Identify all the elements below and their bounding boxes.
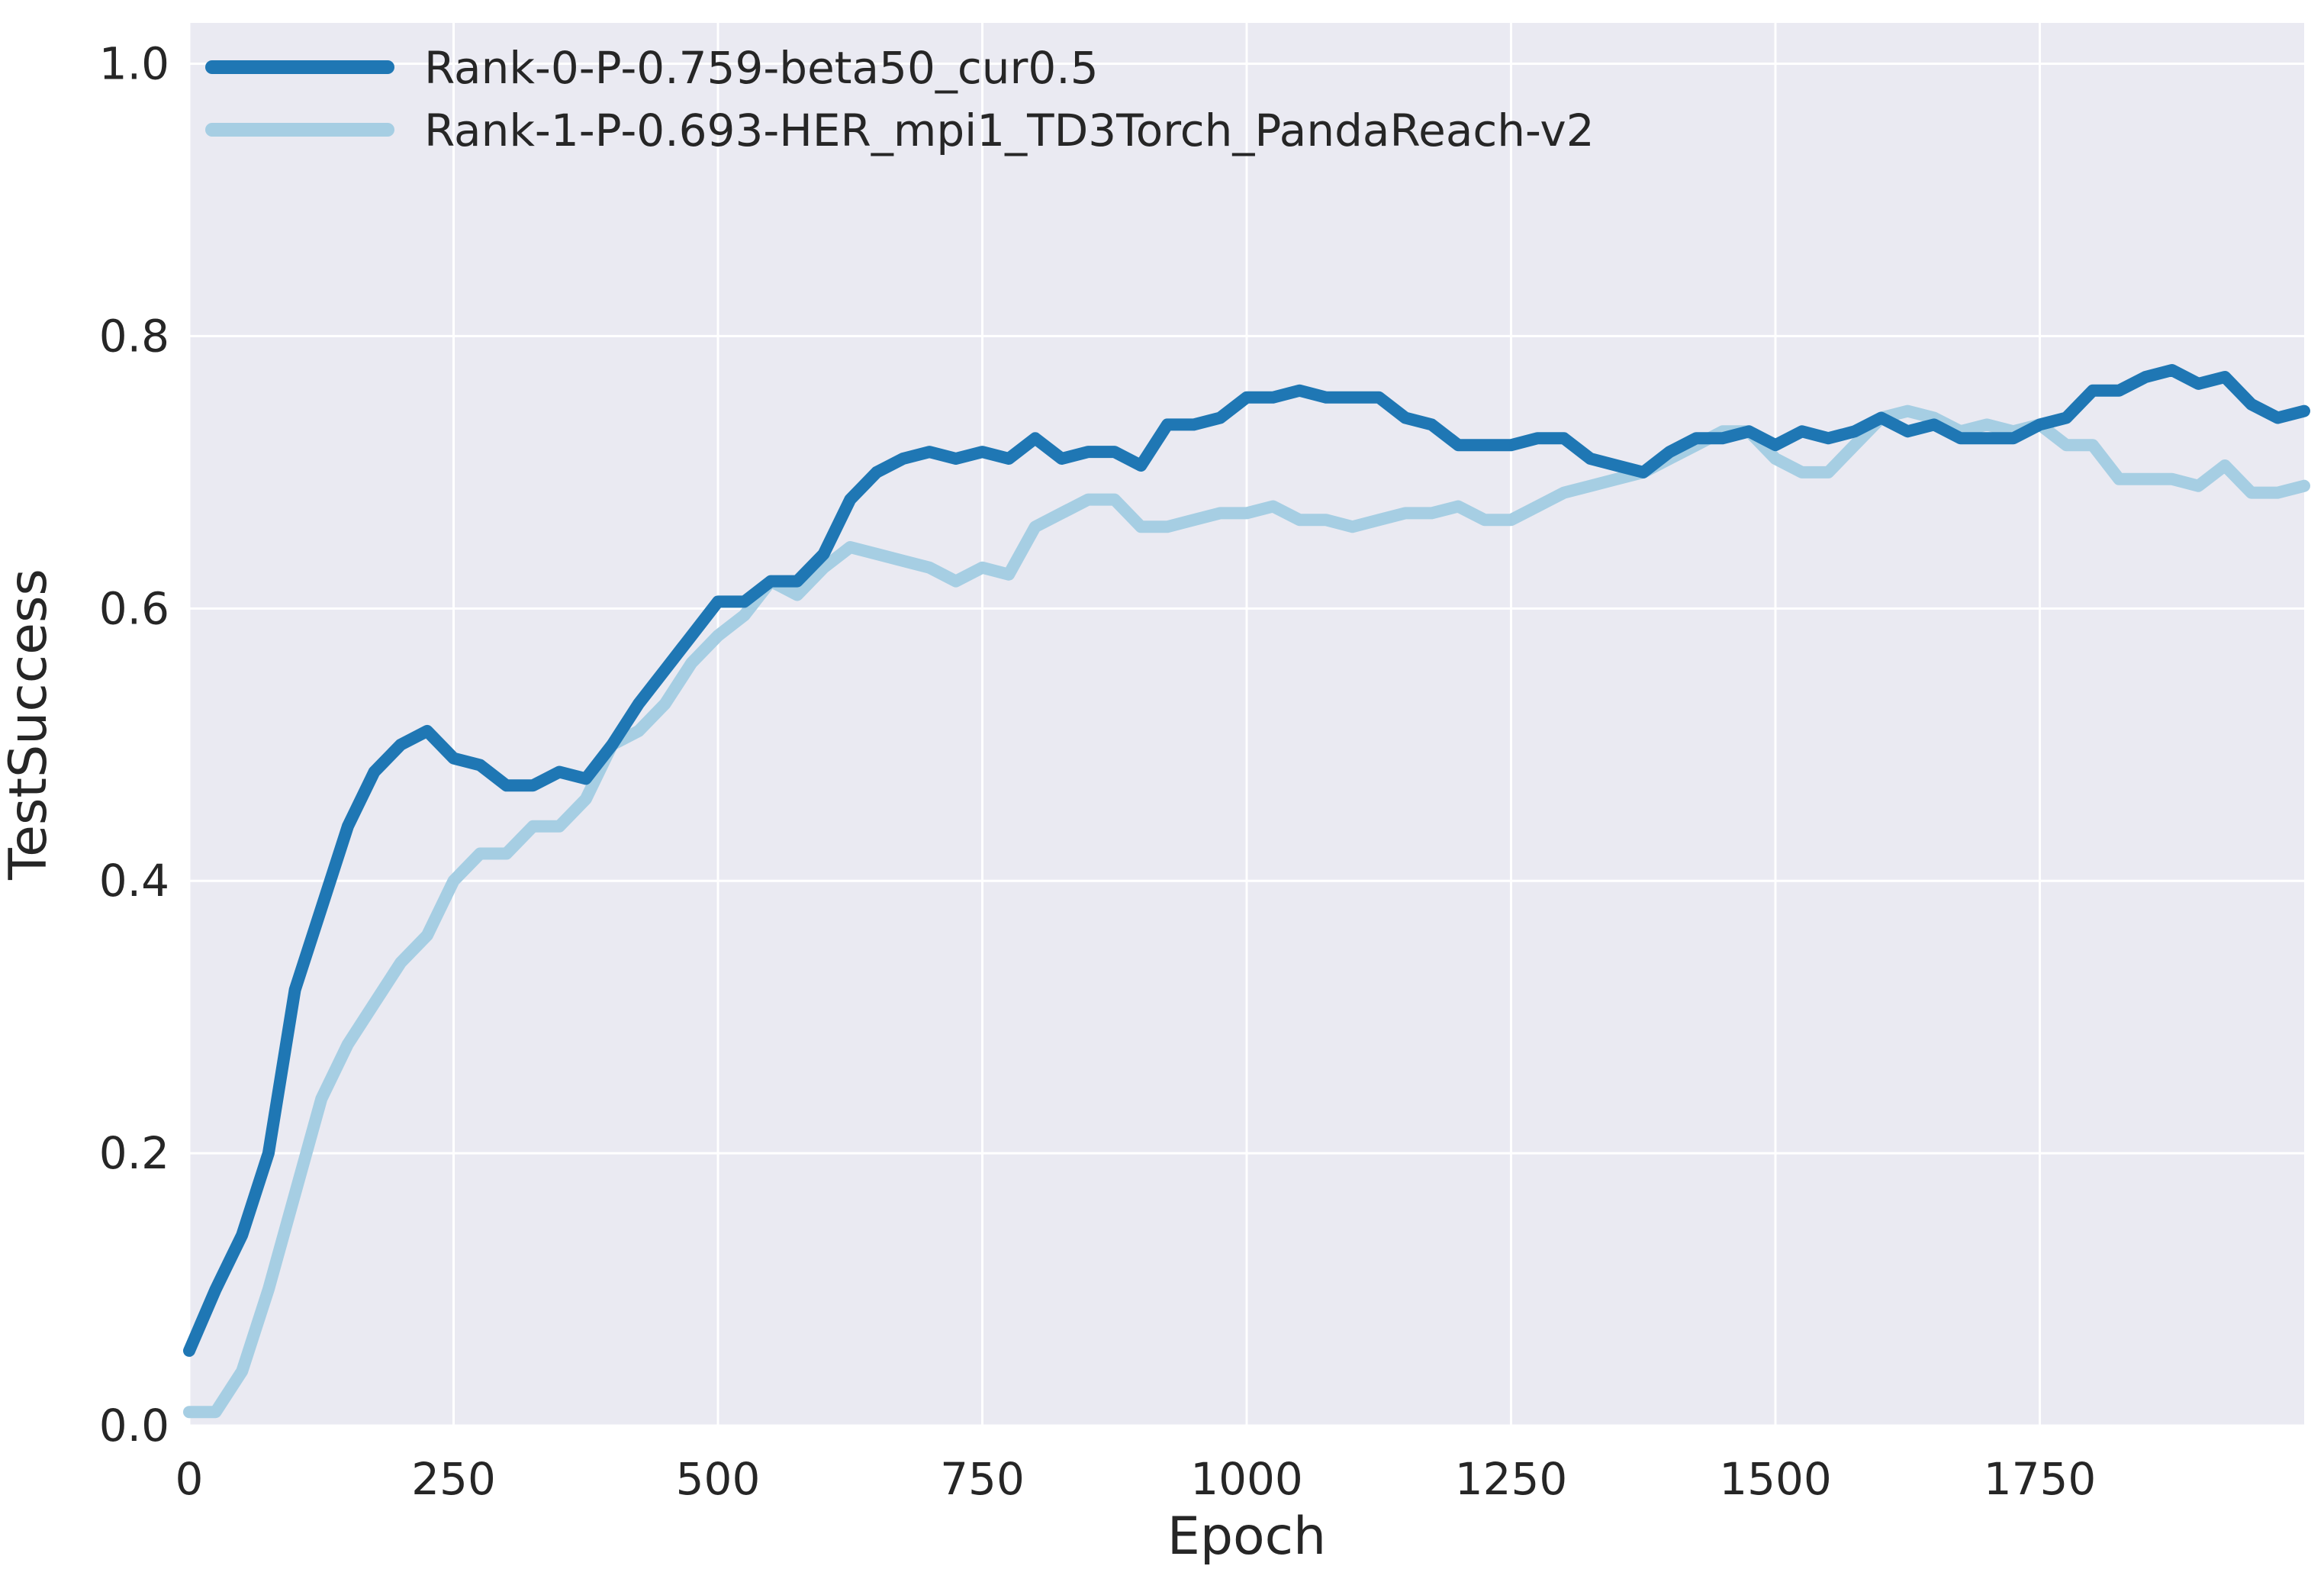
legend-label-series-1: Rank-1-P-0.693-HER_mpi1_TD3Torch_PandaRe… xyxy=(424,105,1595,156)
series-line-0 xyxy=(183,364,2310,1357)
x-axis-label: Epoch xyxy=(1167,1506,1326,1567)
x-tick-label: 0 xyxy=(175,1453,204,1505)
y-axis-label: TestSuccess xyxy=(0,569,59,881)
y-tick-label: 0.2 xyxy=(99,1127,169,1179)
x-tick-labels: 0 250 500 750 1000 1250 1500 1750 xyxy=(175,1453,2097,1505)
y-tick-labels: 0.0 0.2 0.4 0.6 0.8 1.0 xyxy=(99,38,169,1452)
y-tick-label: 0.4 xyxy=(99,855,169,907)
legend: Rank-0-P-0.759-beta50_cur0.5 Rank-1-P-0.… xyxy=(205,42,1595,156)
x-tick-label: 1750 xyxy=(1984,1453,2097,1505)
series-lines xyxy=(183,364,2310,1419)
x-tick-label: 500 xyxy=(676,1453,761,1505)
x-tick-label: 250 xyxy=(411,1453,496,1505)
y-tick-label: 1.0 xyxy=(99,38,169,90)
y-tick-label: 0.6 xyxy=(99,582,169,634)
gridlines xyxy=(188,23,2304,1427)
x-tick-label: 750 xyxy=(940,1453,1025,1505)
x-tick-label: 1000 xyxy=(1190,1453,1303,1505)
legend-label-series-0: Rank-0-P-0.759-beta50_cur0.5 xyxy=(424,42,1099,94)
x-tick-label: 1500 xyxy=(1719,1453,1832,1505)
y-tick-label: 0.8 xyxy=(99,310,169,362)
x-tick-label: 1250 xyxy=(1455,1453,1568,1505)
y-tick-label: 0.0 xyxy=(99,1400,169,1452)
